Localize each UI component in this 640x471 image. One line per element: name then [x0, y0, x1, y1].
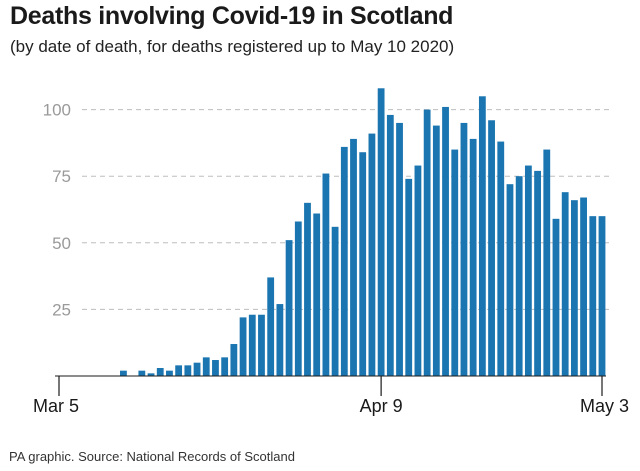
- bars: [120, 88, 606, 377]
- bar-apr-8: [368, 133, 376, 376]
- bar-apr-12: [405, 178, 413, 376]
- bar-apr-23: [506, 184, 514, 376]
- bar-mar-27: [258, 314, 265, 376]
- bar-may-3: [598, 216, 606, 376]
- bar-apr-13: [414, 165, 422, 376]
- x-tick-label: May 3: [580, 396, 629, 416]
- bar-apr-16: [442, 106, 449, 376]
- bar-mar-31: [294, 221, 302, 376]
- bar-apr-30: [570, 200, 578, 376]
- bar-apr-29: [561, 192, 569, 376]
- bar-apr-7: [359, 152, 367, 376]
- bar-mar-22: [212, 360, 219, 376]
- bar-mar-28: [267, 277, 275, 376]
- bar-mar-14: [138, 370, 146, 376]
- bar-may-1: [580, 197, 587, 376]
- x-tick-label: Apr 9: [360, 396, 403, 416]
- bar-apr-9: [377, 88, 385, 376]
- bar-may-2: [589, 216, 597, 376]
- bar-apr-11: [396, 122, 403, 376]
- y-tick-label: 25: [52, 300, 71, 319]
- bar-apr-18: [460, 122, 468, 376]
- bar-apr-25: [524, 165, 532, 376]
- bar-apr-15: [432, 125, 440, 376]
- y-tick-label: 100: [43, 101, 71, 120]
- source-note: PA graphic. Source: National Records of …: [9, 449, 295, 464]
- bar-apr-27: [543, 149, 551, 376]
- bar-apr-5: [340, 146, 348, 376]
- bar-apr-19: [469, 138, 477, 376]
- bar-apr-21: [488, 120, 495, 376]
- chart-title: Deaths involving Covid-19 in Scotland: [10, 2, 454, 30]
- bar-mar-18: [175, 365, 183, 376]
- bar-mar-23: [221, 357, 229, 376]
- bar-mar-17: [166, 370, 173, 376]
- bar-mar-12: [120, 370, 127, 376]
- gridlines: 25 50 75 100: [43, 101, 612, 319]
- chart-subtitle: (by date of death, for deaths registered…: [10, 37, 455, 56]
- bar-apr-1: [304, 202, 311, 376]
- bar-apr-2: [313, 213, 321, 376]
- bar-mar-15: [147, 373, 155, 376]
- bar-apr-14: [423, 109, 431, 376]
- bar-apr-22: [497, 141, 505, 376]
- y-tick-label: 75: [52, 167, 71, 186]
- x-axis: Mar 5 Apr 9 May 3: [33, 375, 629, 416]
- bar-mar-26: [248, 314, 256, 376]
- bar-apr-17: [451, 149, 459, 376]
- bar-mar-21: [202, 357, 210, 376]
- bar-mar-30: [285, 240, 293, 376]
- y-tick-label: 50: [52, 234, 71, 253]
- bar-apr-24: [515, 176, 523, 376]
- bar-apr-10: [386, 114, 394, 377]
- bar-apr-6: [350, 138, 357, 376]
- bar-mar-16: [156, 368, 164, 376]
- bar-apr-3: [322, 173, 330, 376]
- bar-apr-20: [478, 96, 486, 376]
- bar-apr-28: [552, 218, 560, 376]
- bar-mar-20: [193, 362, 201, 376]
- bar-mar-29: [276, 304, 284, 376]
- bar-mar-19: [184, 365, 192, 376]
- bar-mar-25: [239, 317, 247, 376]
- bar-apr-4: [331, 226, 339, 376]
- x-tick-label: Mar 5: [33, 396, 79, 416]
- bar-mar-24: [230, 344, 238, 376]
- bar-apr-26: [534, 170, 541, 376]
